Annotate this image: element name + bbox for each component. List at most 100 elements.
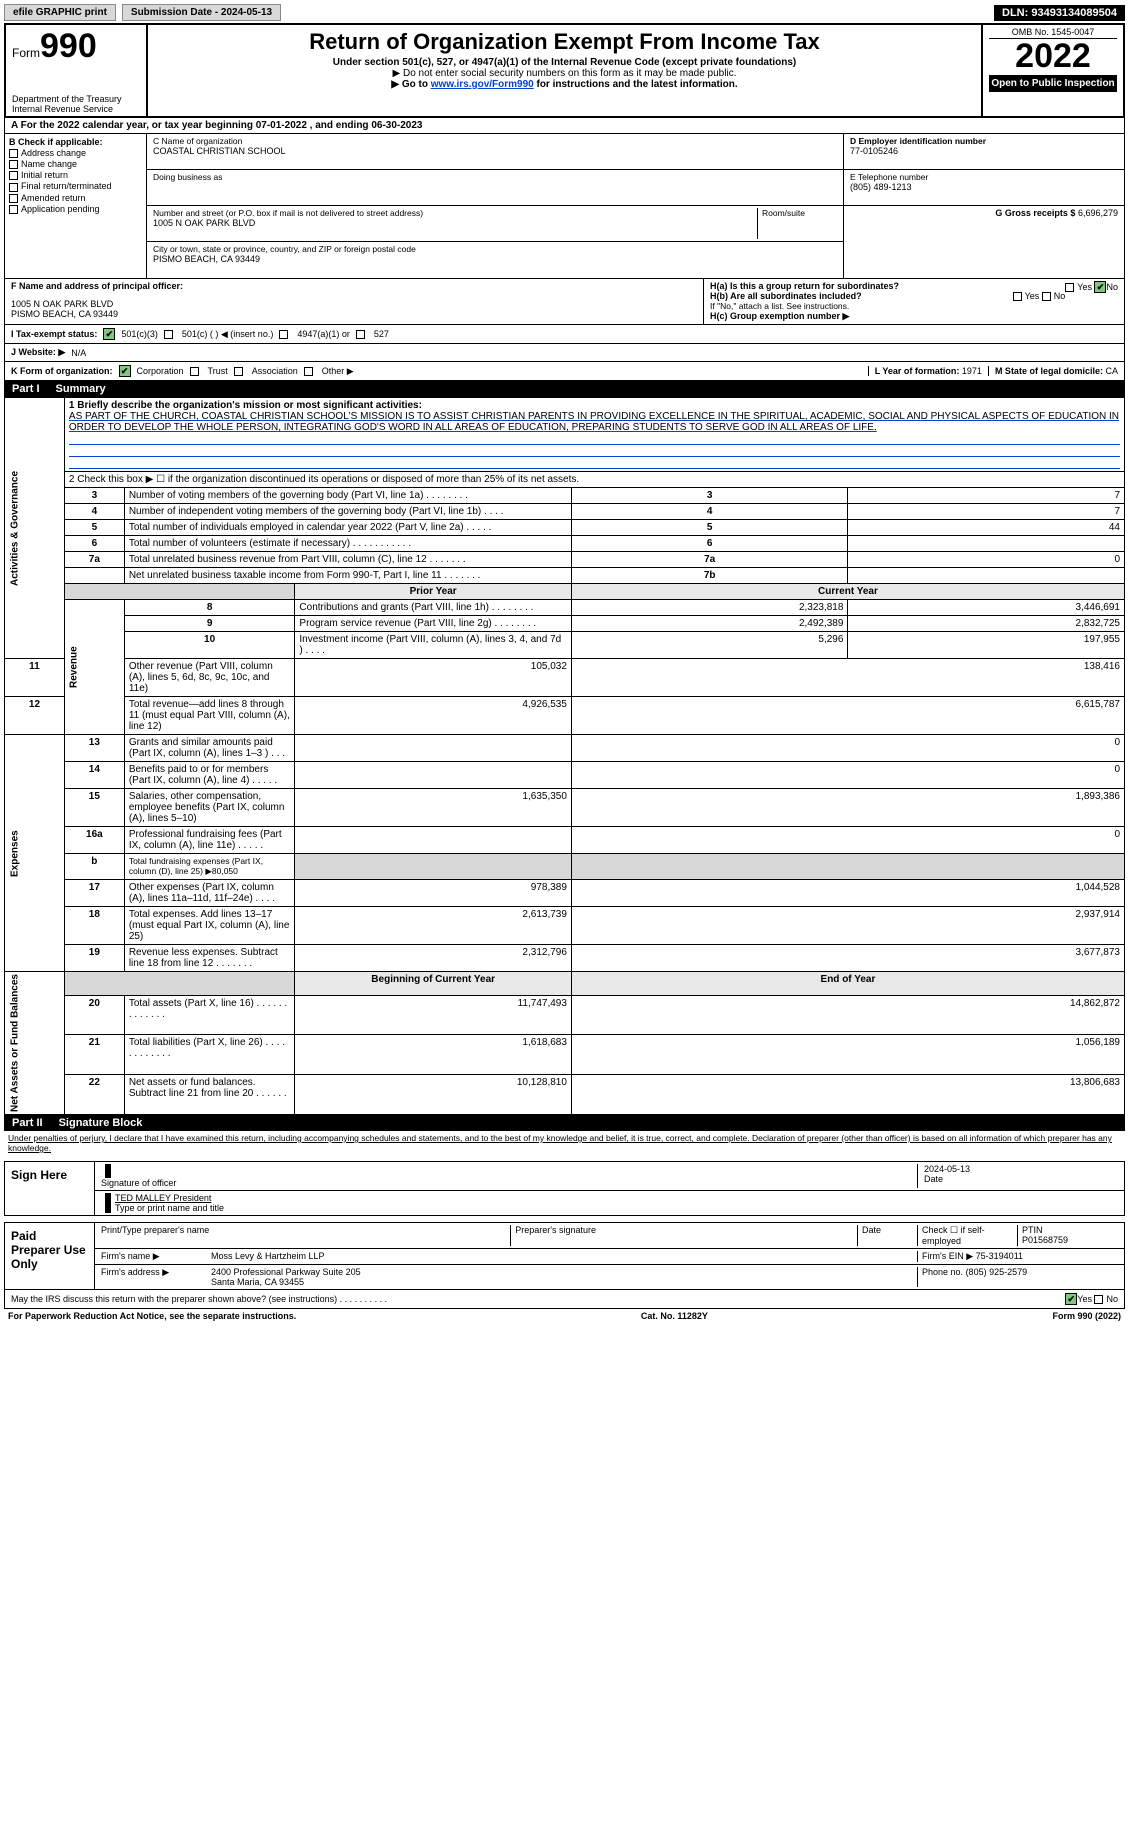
k-label: K Form of organization: bbox=[11, 366, 113, 376]
room-label: Room/suite bbox=[762, 208, 837, 218]
ha-no-checked: ✔ bbox=[1094, 281, 1106, 293]
form-990-num: 990 bbox=[40, 27, 97, 65]
part1-header: Part I Summary bbox=[4, 381, 1125, 397]
exp-row-18: 18Total expenses. Add lines 13–17 (must … bbox=[5, 907, 1125, 945]
gross-value: 6,696,279 bbox=[1078, 208, 1118, 218]
firm-name-label: Firm's name ▶ bbox=[101, 1251, 211, 1262]
chk-501c3: ✔ bbox=[103, 328, 115, 340]
street-label: Number and street (or P.O. box if mail i… bbox=[153, 208, 757, 218]
exp-row-14: 14Benefits paid to or for members (Part … bbox=[5, 762, 1125, 789]
topbar: efile GRAPHIC print Submission Date - 20… bbox=[4, 4, 1125, 21]
vlabel-revenue: Revenue bbox=[64, 600, 124, 735]
m-label: M State of legal domicile: bbox=[995, 366, 1103, 376]
chk-application-pending[interactable]: Application pending bbox=[9, 204, 142, 214]
form-prefix: Form bbox=[12, 46, 40, 60]
dept-treasury: Department of the Treasury bbox=[12, 94, 140, 104]
part2-num: Part II bbox=[12, 1117, 43, 1129]
opt-4947: 4947(a)(1) or bbox=[297, 329, 350, 339]
rev-row-9: 9Program service revenue (Part VIII, lin… bbox=[5, 616, 1125, 632]
gross-label: G Gross receipts $ bbox=[995, 208, 1075, 218]
chk-corporation: ✔ bbox=[119, 365, 131, 377]
row-k-form-org: K Form of organization: ✔Corporation Tru… bbox=[4, 362, 1125, 381]
chk-501c[interactable] bbox=[164, 330, 173, 339]
net-row-21: 21Total liabilities (Part X, line 26) . … bbox=[5, 1035, 1125, 1075]
exp-row-19: 19Revenue less expenses. Subtract line 1… bbox=[5, 945, 1125, 972]
discuss-no-chk[interactable] bbox=[1094, 1295, 1103, 1304]
preparer-sig-label: Preparer's signature bbox=[511, 1225, 858, 1246]
rev-row-12: 12Total revenue—add lines 8 through 11 (… bbox=[5, 697, 1125, 735]
discuss-yes: Yes bbox=[1077, 1294, 1092, 1304]
paid-preparer-block: Paid Preparer Use Only Print/Type prepar… bbox=[4, 1222, 1125, 1290]
goto-post: for instructions and the latest informat… bbox=[534, 79, 738, 90]
rev-row-10: 10Investment income (Part VIII, column (… bbox=[5, 632, 1125, 659]
dln: DLN: 93493134089504 bbox=[994, 5, 1125, 21]
officer-addr2: PISMO BEACH, CA 93449 bbox=[11, 309, 697, 319]
discuss-question: May the IRS discuss this return with the… bbox=[11, 1294, 387, 1304]
gov-row-7b: Net unrelated business taxable income fr… bbox=[5, 568, 1125, 584]
f-label: F Name and address of principal officer: bbox=[11, 281, 697, 291]
gov-row-4: 4Number of independent voting members of… bbox=[5, 504, 1125, 520]
mission-text: AS PART OF THE CHURCH, COASTAL CHRISTIAN… bbox=[69, 411, 1120, 433]
chk-final-return[interactable]: Final return/terminated bbox=[9, 181, 142, 191]
chk-4947[interactable] bbox=[279, 330, 288, 339]
ein-value: 77-0105246 bbox=[850, 146, 1118, 156]
chk-name-change[interactable]: Name change bbox=[9, 159, 142, 169]
discuss-no: No bbox=[1106, 1294, 1118, 1304]
part1-num: Part I bbox=[12, 383, 40, 395]
chk-trust[interactable] bbox=[190, 367, 199, 376]
ptin-value: P01568759 bbox=[1022, 1235, 1068, 1245]
firm-phone: (805) 925-2579 bbox=[966, 1267, 1028, 1277]
chk-527[interactable] bbox=[356, 330, 365, 339]
prior-year-hdr: Prior Year bbox=[295, 584, 572, 600]
dba-label: Doing business as bbox=[153, 172, 837, 182]
goto-pre: ▶ Go to bbox=[391, 79, 430, 90]
preparer-name-label: Print/Type preparer's name bbox=[101, 1225, 511, 1246]
firm-addr2: Santa Maria, CA 93455 bbox=[211, 1277, 917, 1287]
discuss-yes-chk: ✔ bbox=[1065, 1293, 1077, 1305]
sign-here-block: Sign Here Signature of officer 2024-05-1… bbox=[4, 1161, 1125, 1216]
row-fgh: F Name and address of principal officer:… bbox=[4, 279, 1125, 325]
hb-note: If "No," attach a list. See instructions… bbox=[710, 301, 1118, 311]
form-number: Form990 bbox=[12, 27, 140, 66]
part2-header: Part II Signature Block bbox=[4, 1115, 1125, 1131]
gov-row-3: 3Number of voting members of the governi… bbox=[5, 488, 1125, 504]
form-subtitle: Under section 501(c), 527, or 4947(a)(1)… bbox=[154, 57, 975, 68]
org-name: COASTAL CHRISTIAN SCHOOL bbox=[153, 146, 837, 156]
exp-row-17: 17Other expenses (Part IX, column (A), l… bbox=[5, 880, 1125, 907]
chk-other[interactable] bbox=[304, 367, 313, 376]
year-formation: 1971 bbox=[962, 366, 982, 376]
chk-address-change[interactable]: Address change bbox=[9, 148, 142, 158]
vlabel-net: Net Assets or Fund Balances bbox=[5, 972, 65, 1115]
current-year-hdr: Current Year bbox=[571, 584, 1124, 600]
gov-row-7a: 7aTotal unrelated business revenue from … bbox=[5, 552, 1125, 568]
hb-row: H(b) Are all subordinates included? Yes … bbox=[710, 291, 1118, 301]
opt-corp: Corporation bbox=[137, 366, 184, 376]
c-label: C Name of organization bbox=[153, 136, 837, 146]
form-header: Form990 Department of the Treasury Inter… bbox=[4, 23, 1125, 118]
chk-initial-return[interactable]: Initial return bbox=[9, 170, 142, 180]
l-label: L Year of formation: bbox=[875, 366, 960, 376]
phone-label: E Telephone number bbox=[850, 172, 1118, 182]
col-de: D Employer identification number 77-0105… bbox=[844, 134, 1124, 278]
chk-amended[interactable]: Amended return bbox=[9, 193, 142, 203]
row-i-tax-status: I Tax-exempt status: ✔501(c)(3) 501(c) (… bbox=[4, 325, 1125, 344]
net-row-20: 20Total assets (Part X, line 16) . . . .… bbox=[5, 995, 1125, 1035]
paid-preparer-label: Paid Preparer Use Only bbox=[5, 1223, 95, 1289]
org-info-blocks: B Check if applicable: Address change Na… bbox=[4, 134, 1125, 279]
footer-left: For Paperwork Reduction Act Notice, see … bbox=[8, 1311, 296, 1321]
vlabel-governance: Activities & Governance bbox=[5, 398, 65, 659]
submission-date: Submission Date - 2024-05-13 bbox=[122, 4, 281, 21]
mission-label: 1 Briefly describe the organization's mi… bbox=[69, 400, 1120, 411]
page-footer: For Paperwork Reduction Act Notice, see … bbox=[4, 1309, 1125, 1323]
part1-title: Summary bbox=[56, 383, 106, 395]
irs-link[interactable]: www.irs.gov/Form990 bbox=[431, 79, 534, 90]
i-label: I Tax-exempt status: bbox=[11, 329, 97, 339]
gov-row-6: 6Total number of volunteers (estimate if… bbox=[5, 536, 1125, 552]
footer-cat: Cat. No. 11282Y bbox=[641, 1311, 708, 1321]
irs-label: Internal Revenue Service bbox=[12, 104, 140, 114]
officer-name-label: Type or print name and title bbox=[115, 1203, 224, 1213]
firm-name: Moss Levy & Hartzheim LLP bbox=[211, 1251, 918, 1262]
chk-assoc[interactable] bbox=[234, 367, 243, 376]
beg-year-hdr: Beginning of Current Year bbox=[295, 972, 572, 996]
self-employed-chk: Check ☐ if self-employed bbox=[918, 1225, 1018, 1246]
